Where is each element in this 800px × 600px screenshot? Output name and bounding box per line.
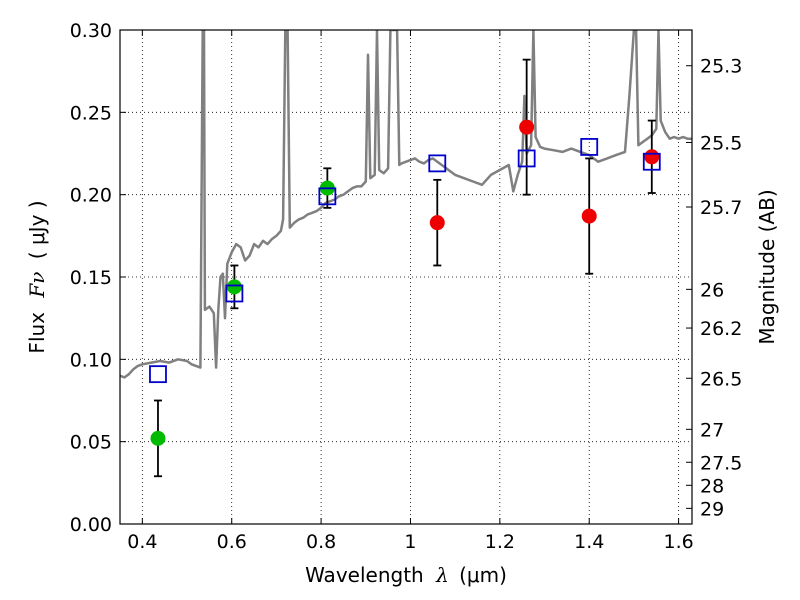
y2-axis-label: Magnitude (AB) (755, 189, 779, 344)
y-axis-label: Flux Fν ( μJy ) (25, 200, 49, 353)
model-sed-line (120, 30, 692, 379)
y-axis-label-symbol: Fν (25, 272, 49, 299)
y2-tick-label: 28 (700, 475, 724, 497)
x-tick-label: 1.4 (574, 531, 604, 553)
x-axis-label: Wavelength λ (μm) (305, 563, 507, 587)
y2-tick-label: 25.5 (700, 132, 742, 154)
model-sed-layer (120, 30, 692, 379)
y-tick-label: 0.20 (70, 185, 112, 207)
model-photometry-point (642, 152, 661, 171)
y2-tick-label: 29 (700, 498, 724, 520)
model-photometry-point (225, 284, 244, 303)
x-tick-label: 1.6 (663, 531, 693, 553)
y2-tick-label: 25.7 (700, 197, 742, 219)
observed-point (581, 208, 597, 224)
y-tick-label: 0.10 (70, 349, 112, 371)
model-photometry-point (318, 187, 337, 206)
x-tick-label: 1.2 (485, 531, 515, 553)
y-tick-label: 0.15 (70, 267, 112, 289)
x-axis-label-prefix: Wavelength (305, 563, 424, 587)
model-photometry-point (428, 154, 447, 173)
y-tick-label: 0.30 (70, 20, 112, 42)
y-axis-label-unit: ( μJy ) (25, 200, 49, 259)
observed-point (429, 215, 445, 231)
y2-tick-label: 26 (700, 279, 724, 301)
y2-tick-label: 25.3 (700, 56, 742, 78)
y2-tick-label: 27.5 (700, 452, 742, 474)
model-photometry-point (580, 138, 599, 156)
model-photometry-point (149, 365, 167, 384)
y2-tick-label: 26.2 (700, 318, 742, 340)
x-tick-label: 0.6 (217, 531, 247, 553)
y-tick-label: 0.25 (70, 102, 112, 124)
y-tick-label: 0.05 (70, 432, 112, 454)
observed-point (644, 149, 660, 165)
x-tick-label: 1 (404, 531, 416, 553)
axis-ticks: 0.4 0.6 0.8 1 1.2 1.4 1.6 0.00 0.05 0.10 0.15 0.20 0… (70, 20, 743, 553)
y-tick-label: 0.00 (70, 514, 112, 536)
observed-point (150, 430, 166, 446)
x-axis-label-unit: (μm) (459, 563, 507, 587)
y2-tick-label: 26.5 (700, 368, 742, 390)
x-tick-label: 0.8 (306, 531, 336, 553)
grid (120, 30, 692, 524)
y-axis-label-prefix: Flux (25, 312, 49, 354)
observed-point (226, 279, 242, 295)
x-axis-label-symbol: λ (435, 563, 449, 587)
model-photometry-point (517, 149, 536, 168)
y2-tick-label: 27 (700, 419, 724, 441)
data-markers-layer (149, 58, 661, 478)
observed-point (519, 119, 535, 135)
x-tick-label: 0.4 (127, 531, 157, 553)
